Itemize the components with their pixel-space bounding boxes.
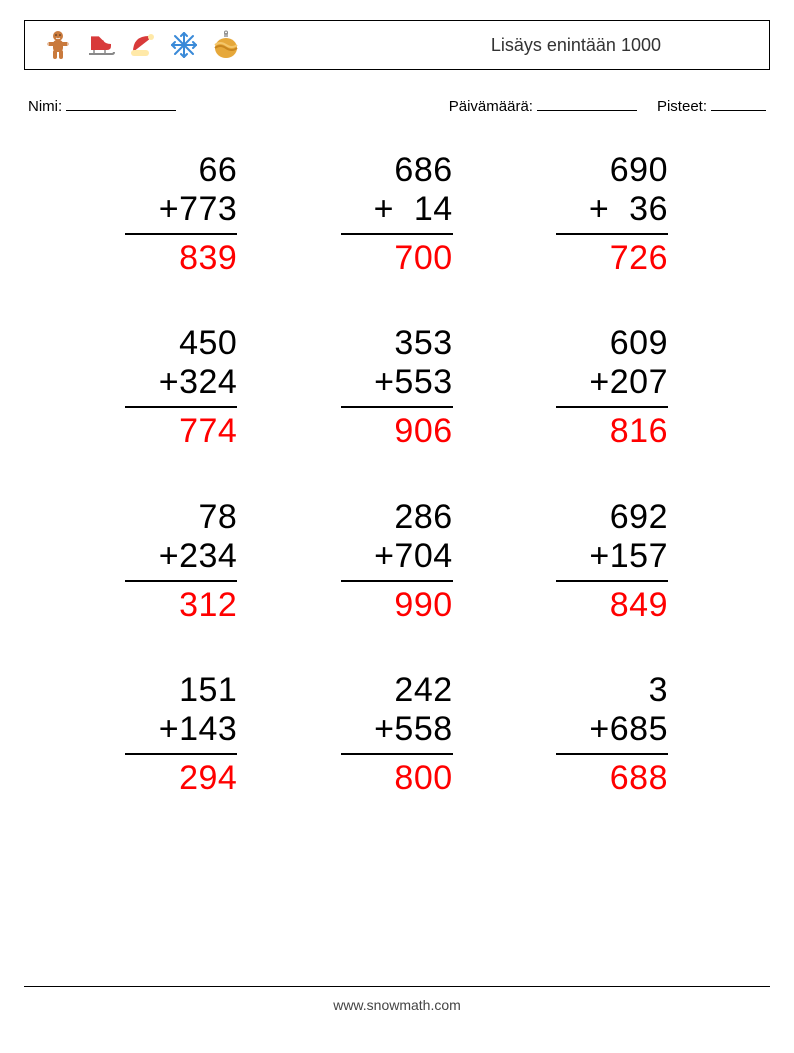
footer-url: www.snowmath.com <box>333 997 461 1013</box>
skate-icon <box>85 30 115 60</box>
addend-bottom: + 14 <box>343 190 453 229</box>
problem-4: 450+324 774 <box>74 324 289 451</box>
problem-rule <box>556 753 668 755</box>
addend-top: 3 <box>558 671 668 710</box>
addend-top: 690 <box>558 151 668 190</box>
name-blank[interactable] <box>66 110 176 111</box>
problem-11: 242+558 800 <box>289 671 504 798</box>
addend-bottom: +157 <box>558 537 668 576</box>
problem-rule <box>556 233 668 235</box>
answer: 800 <box>343 759 453 798</box>
snowflake-icon <box>169 30 199 60</box>
problem-8: 286+704 990 <box>289 498 504 625</box>
problem-rule <box>125 580 237 582</box>
header-box: Lisäys enintään 1000 <box>24 20 770 70</box>
gingerbread-icon <box>43 30 73 60</box>
answer: 700 <box>343 239 453 278</box>
addend-top: 686 <box>343 151 453 190</box>
problem-10: 151+143 294 <box>74 671 289 798</box>
meta-row: Nimi: Päivämäärä: Pisteet: <box>24 98 770 115</box>
addend-bottom: +704 <box>343 537 453 576</box>
problem-5: 353+553 906 <box>289 324 504 451</box>
addend-top: 151 <box>127 671 237 710</box>
answer: 906 <box>343 412 453 451</box>
santa-hat-icon <box>127 30 157 60</box>
date-field: Päivämäärä: <box>449 98 637 115</box>
problem-9: 692+157 849 <box>505 498 720 625</box>
worksheet-grid: 66+773 839 686+ 14 700 690+ 36 726 450+324 774 3… <box>24 151 770 798</box>
addend-top: 78 <box>127 498 237 537</box>
problem-rule <box>125 233 237 235</box>
problem-rule <box>556 406 668 408</box>
problem-6: 609+207 816 <box>505 324 720 451</box>
answer: 816 <box>558 412 668 451</box>
addend-bottom: +685 <box>558 710 668 749</box>
ornament-icon <box>211 30 241 60</box>
problem-rule <box>556 580 668 582</box>
addend-bottom: +143 <box>127 710 237 749</box>
date-blank[interactable] <box>537 110 637 111</box>
page-footer: www.snowmath.com <box>24 986 770 1013</box>
date-label: Päivämäärä: <box>449 98 533 115</box>
answer: 312 <box>127 586 237 625</box>
problem-1: 66+773 839 <box>74 151 289 278</box>
name-field: Nimi: <box>28 98 176 115</box>
addend-top: 353 <box>343 324 453 363</box>
score-label: Pisteet: <box>657 98 707 115</box>
answer: 839 <box>127 239 237 278</box>
addend-bottom: +207 <box>558 363 668 402</box>
answer: 688 <box>558 759 668 798</box>
answer: 990 <box>343 586 453 625</box>
answer: 774 <box>127 412 237 451</box>
addend-top: 692 <box>558 498 668 537</box>
addend-bottom: +553 <box>343 363 453 402</box>
addend-bottom: + 36 <box>558 190 668 229</box>
problem-rule <box>125 753 237 755</box>
problem-12: 3+685 688 <box>505 671 720 798</box>
problem-rule <box>341 406 453 408</box>
addend-bottom: +234 <box>127 537 237 576</box>
name-label: Nimi: <box>28 98 62 115</box>
addend-top: 242 <box>343 671 453 710</box>
score-field: Pisteet: <box>657 98 766 115</box>
problem-rule <box>341 233 453 235</box>
problem-rule <box>125 406 237 408</box>
answer: 294 <box>127 759 237 798</box>
addend-bottom: +558 <box>343 710 453 749</box>
problem-3: 690+ 36 726 <box>505 151 720 278</box>
worksheet-title: Lisäys enintään 1000 <box>491 35 661 56</box>
addend-top: 450 <box>127 324 237 363</box>
problem-rule <box>341 753 453 755</box>
addend-top: 66 <box>127 151 237 190</box>
problem-2: 686+ 14 700 <box>289 151 504 278</box>
answer: 726 <box>558 239 668 278</box>
addend-bottom: +773 <box>127 190 237 229</box>
answer: 849 <box>558 586 668 625</box>
addend-top: 286 <box>343 498 453 537</box>
problem-rule <box>341 580 453 582</box>
addend-top: 609 <box>558 324 668 363</box>
header-icons <box>43 30 241 60</box>
problem-7: 78+234 312 <box>74 498 289 625</box>
addend-bottom: +324 <box>127 363 237 402</box>
score-blank[interactable] <box>711 110 766 111</box>
